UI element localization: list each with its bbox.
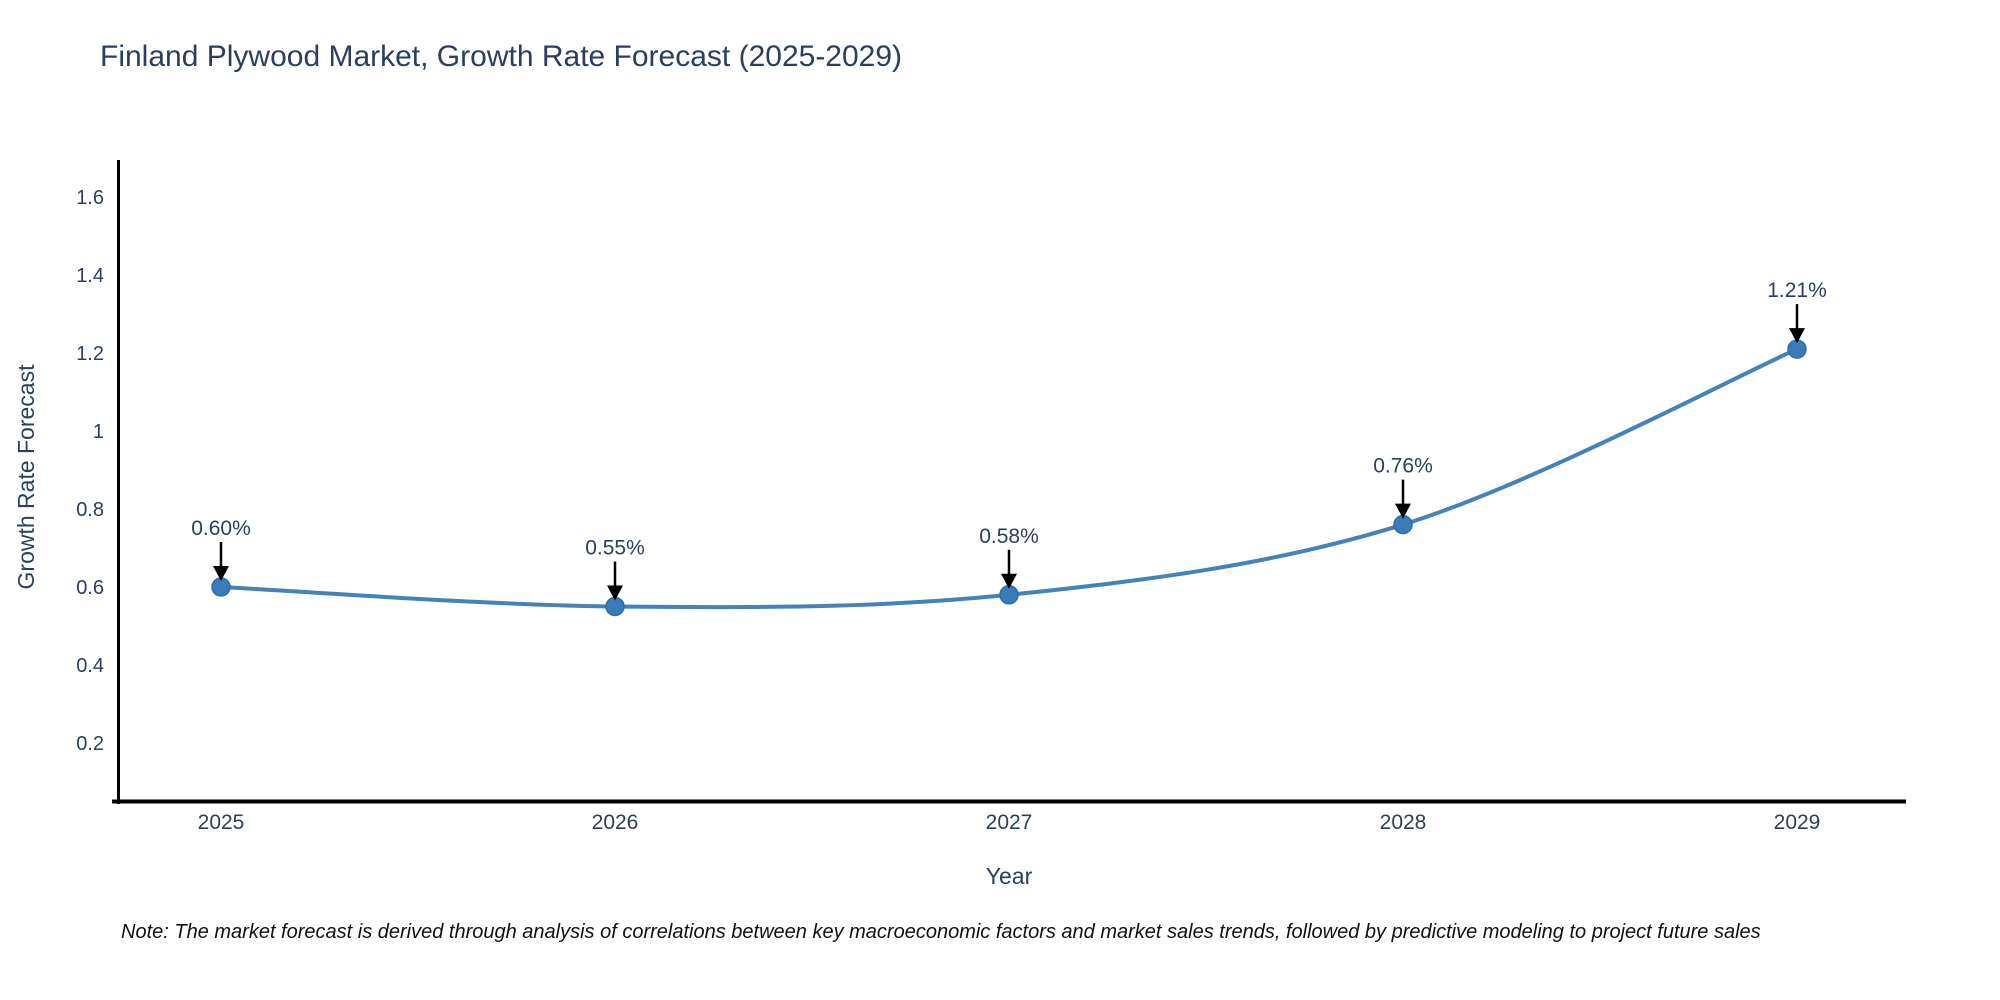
annotation-arrowhead — [1395, 503, 1411, 519]
footnote: Note: The market forecast is derived thr… — [121, 921, 1761, 943]
y-axis-title: Growth Rate Forecast — [13, 364, 39, 590]
annotation-label: 0.58% — [979, 525, 1039, 548]
x-tick-label: 2029 — [1774, 811, 1821, 834]
annotation-label: 1.21% — [1767, 279, 1827, 302]
y-tick-label: 1.6 — [76, 187, 104, 209]
x-tick-label: 2026 — [592, 811, 639, 834]
y-tick-label: 1 — [93, 421, 104, 443]
y-tick-label: 0.8 — [76, 499, 104, 521]
y-tick-label: 1.4 — [76, 265, 104, 287]
annotation-arrowhead — [1001, 573, 1017, 589]
annotation-label: 0.76% — [1373, 455, 1433, 478]
y-tick-label: 1.2 — [76, 343, 104, 365]
y-tick-label: 0.6 — [76, 577, 104, 599]
y-tick-label: 0.4 — [76, 655, 104, 677]
annotation-arrowhead — [213, 566, 229, 581]
annotation-label: 0.55% — [585, 537, 645, 560]
y-tick-label: 0.2 — [76, 733, 104, 755]
x-tick-label: 2025 — [198, 811, 245, 834]
annotation-arrowhead — [607, 585, 623, 601]
chart-title: Finland Plywood Market, Growth Rate Fore… — [100, 40, 903, 73]
x-axis-title: Year — [986, 863, 1033, 889]
x-tick-label: 2028 — [1380, 811, 1427, 834]
annotation-arrowhead — [1789, 328, 1805, 344]
x-tick-label: 2027 — [986, 811, 1033, 834]
annotation-label: 0.60% — [191, 517, 251, 540]
